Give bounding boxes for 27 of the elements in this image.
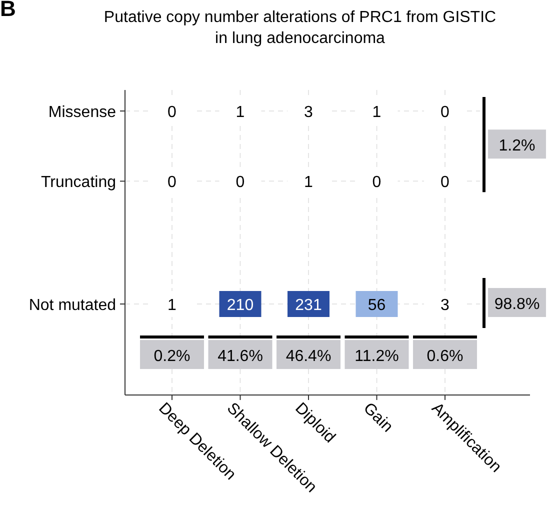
chart-title: Putative copy number alterations of PRC1 from GISTIC in lung adenocarcinoma bbox=[104, 9, 496, 47]
annotation: 0.6% bbox=[426, 348, 464, 365]
annotation: 46.4% bbox=[286, 348, 332, 365]
data-label: 0 bbox=[372, 174, 382, 192]
y-tick-label: Not mutated bbox=[28, 297, 116, 314]
data-label: 0 bbox=[168, 174, 177, 192]
data-label: 0 bbox=[440, 174, 450, 192]
annotation: 0.2% bbox=[154, 348, 190, 365]
data-label: 210 bbox=[226, 297, 254, 314]
annotation: 11.2% bbox=[354, 348, 399, 365]
data-label: 231 bbox=[295, 297, 322, 314]
y-tick-label: Missense bbox=[48, 104, 116, 121]
data-label: 1 bbox=[372, 104, 382, 121]
text: B bbox=[0, 0, 16, 21]
text: 1.2% bbox=[498, 138, 536, 155]
data-label: 0 bbox=[236, 174, 245, 192]
data-label: 3 bbox=[304, 104, 314, 121]
data-label: 0 bbox=[440, 104, 450, 121]
data-label: 1 bbox=[236, 104, 245, 121]
data-label: 0 bbox=[168, 104, 177, 121]
data-label: 1 bbox=[168, 297, 177, 314]
data-label: 56 bbox=[368, 297, 386, 314]
data-label: 3 bbox=[440, 297, 450, 314]
y-tick-label: Truncating bbox=[41, 174, 116, 192]
text: 98.8% bbox=[494, 296, 540, 313]
data-label: 1 bbox=[304, 174, 314, 192]
annotation: 41.6% bbox=[218, 348, 263, 365]
